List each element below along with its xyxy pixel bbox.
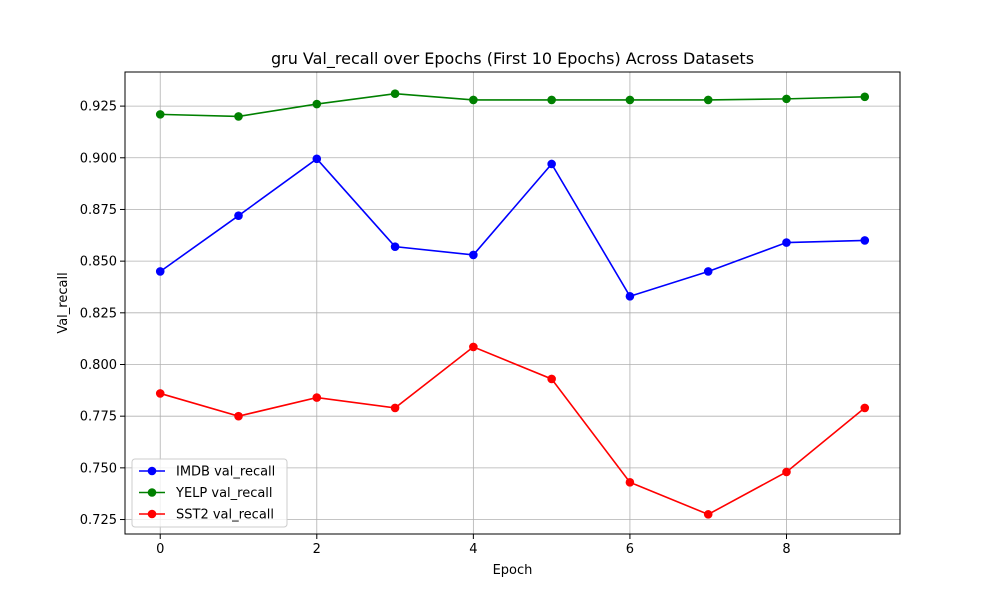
grid xyxy=(125,72,900,534)
series-2 xyxy=(155,342,870,519)
data-point xyxy=(234,411,243,421)
data-point xyxy=(390,242,400,251)
legend-item: SST2 val_recall xyxy=(139,508,274,523)
data-point xyxy=(469,250,478,260)
data-point xyxy=(703,95,713,105)
legend-item: IMDB val_recall xyxy=(139,465,275,480)
data-point xyxy=(390,89,400,99)
legend-box xyxy=(131,458,288,528)
legend-item: YELP val_recall xyxy=(139,486,273,501)
series-1 xyxy=(155,89,870,121)
y-tick-label: 0.725 xyxy=(80,513,117,528)
data-point xyxy=(703,267,713,276)
data-point xyxy=(782,238,791,247)
legend: IMDB val_recall YELP val_recall SST2 val_r… xyxy=(131,458,288,528)
data-point xyxy=(155,267,165,276)
y-tick-label: 0.900 xyxy=(80,151,117,166)
data-point xyxy=(547,159,556,169)
data-point xyxy=(234,211,243,220)
legend-marker xyxy=(147,509,157,519)
chart-title: gru Val_recall over Epochs (First 10 Epo… xyxy=(271,49,754,69)
x-tick-label: 8 xyxy=(782,542,790,557)
x-tick-label: 4 xyxy=(469,542,477,557)
data-point xyxy=(155,110,165,119)
y-tick-label: 0.750 xyxy=(80,461,117,476)
series-line xyxy=(159,157,865,298)
x-tick-label: 2 xyxy=(313,542,321,557)
data-point xyxy=(782,94,791,104)
ticks: 0 2 4 6 8 0.725 0.750 0.775 0.800 0.825 0.850 0.875… xyxy=(80,100,791,557)
plot-frame xyxy=(124,71,901,535)
data-point xyxy=(860,403,870,413)
data-point xyxy=(312,154,322,164)
data-point xyxy=(312,393,322,402)
legend-label: YELP val_recall xyxy=(175,486,273,501)
series-0 xyxy=(155,154,870,301)
y-tick-label: 0.875 xyxy=(80,203,117,218)
data-point xyxy=(860,92,870,102)
data-point xyxy=(547,95,556,105)
legend-label: SST2 val_recall xyxy=(176,508,274,523)
series-layer xyxy=(155,89,870,519)
legend-marker xyxy=(147,488,157,497)
x-tick-label: 0 xyxy=(156,542,164,557)
x-axis-label: Epoch xyxy=(493,563,533,578)
data-point xyxy=(469,342,478,352)
data-point xyxy=(625,478,635,487)
data-point xyxy=(625,95,635,105)
data-point xyxy=(625,291,635,301)
data-point xyxy=(312,99,322,109)
x-tick-label: 6 xyxy=(626,542,634,557)
data-point xyxy=(782,467,791,477)
y-tick-label: 0.925 xyxy=(80,100,117,115)
data-point xyxy=(234,112,243,121)
y-tick-label: 0.775 xyxy=(80,410,117,425)
data-point xyxy=(860,236,870,245)
data-point xyxy=(469,95,478,105)
series-line xyxy=(160,346,866,516)
data-point xyxy=(703,510,713,519)
data-point xyxy=(390,403,400,413)
series-line xyxy=(160,92,865,118)
y-axis-label: Val_recall xyxy=(56,272,71,333)
legend-label: IMDB val_recall xyxy=(176,465,275,480)
data-point xyxy=(155,389,165,398)
legend-marker xyxy=(147,466,157,476)
y-tick-label: 0.850 xyxy=(80,255,117,270)
y-tick-label: 0.800 xyxy=(80,358,117,373)
y-tick-label: 0.825 xyxy=(80,306,117,321)
data-point xyxy=(547,374,556,384)
